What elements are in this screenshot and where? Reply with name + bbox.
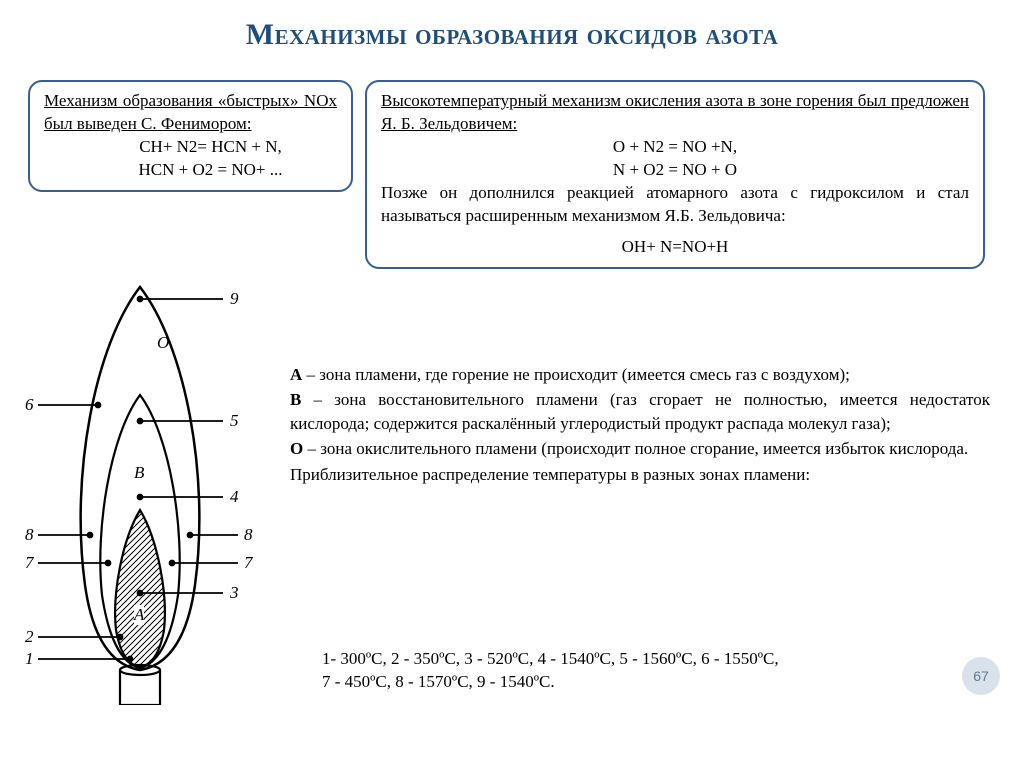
diagram-label-4: 4 [230,487,239,507]
zone-letter-B: B [134,463,144,483]
diagram-label-7l: 7 [25,553,34,573]
diagram-label-1: 1 [25,649,34,669]
diagram-label-6: 6 [25,395,34,415]
zone-letter-A: A [134,605,144,625]
box-left-intro: Механизм образования «быстрых» NOх был в… [44,90,337,136]
box-fenimore: Механизм образования «быстрых» NOх был в… [28,80,353,192]
diagram-label-3: 3 [230,583,239,603]
flame-diagram: 9 6 5 4 8 8 7 7 3 2 1 O B A [20,275,265,705]
box-right-later: Позже он дополнился реакцией атомарного … [381,182,969,228]
box-left-eq1: CH+ N2= HCN + N, [44,136,337,159]
temperature-list: 1- 300ºС, 2 - 350ºС, 3 - 520ºС, 4 - 1540… [322,648,942,694]
box-right-eq1: O + N2 = NO +N, [381,136,969,159]
box-right-eq3: OH+ N=NO+H [381,236,969,259]
page-title: Механизмы образования оксидов азота [0,0,1024,52]
diagram-label-8r: 8 [244,525,253,545]
diagram-label-7r: 7 [244,553,253,573]
box-zeldovich: Высокотемпературный механизм окисления а… [365,80,985,269]
box-left-eq2: HCN + O2 = NO+ ... [44,159,337,182]
zone-letter-O: O [157,333,169,353]
box-right-eq2: N + O2 = NO + O [381,159,969,182]
page-number-badge: 67 [962,657,1000,695]
diagram-label-8l: 8 [25,525,34,545]
diagram-label-9: 9 [230,289,239,309]
diagram-label-2: 2 [25,627,34,647]
box-right-intro: Высокотемпературный механизм окисления а… [381,90,969,136]
diagram-label-5: 5 [230,411,239,431]
zone-descriptions: А – зона пламени, где горение не происхо… [290,363,990,488]
